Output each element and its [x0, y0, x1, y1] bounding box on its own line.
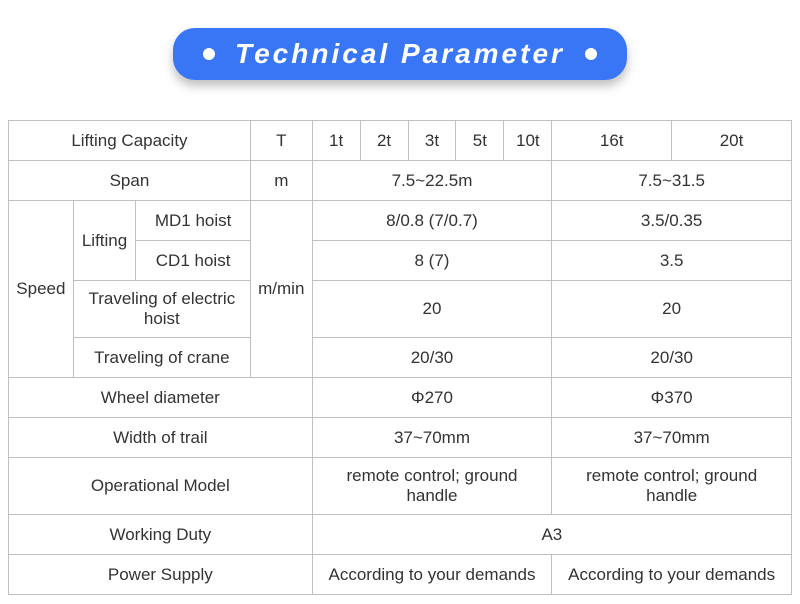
cell-md1-b: 3.5/0.35 — [552, 201, 792, 241]
cell-unit: T — [250, 121, 312, 161]
cell-cap: 1t — [312, 121, 360, 161]
cell-cd1-label: CD1 hoist — [136, 241, 251, 281]
table-row: Lifting Capacity T 1t 2t 3t 5t 10t 16t 2… — [9, 121, 792, 161]
cell-md1-a: 8/0.8 (7/0.7) — [312, 201, 552, 241]
table-row: Working Duty A3 — [9, 515, 792, 555]
cell-power-b: According to your demands — [552, 555, 792, 595]
cell-span-a: 7.5~22.5m — [312, 161, 552, 201]
cell-travcrane-a: 20/30 — [312, 338, 552, 378]
banner-title: Technical Parameter — [235, 38, 565, 70]
cell-travhoist-a: 20 — [312, 281, 552, 338]
table-row: Speed Lifting MD1 hoist m/min 8/0.8 (7/0… — [9, 201, 792, 241]
cell-power-label: Power Supply — [9, 555, 313, 595]
cell-lifting-capacity: Lifting Capacity — [9, 121, 251, 161]
cell-width-a: 37~70mm — [312, 418, 552, 458]
cell-speed-unit: m/min — [250, 201, 312, 378]
cell-cd1-b: 3.5 — [552, 241, 792, 281]
cell-power-a: According to your demands — [312, 555, 552, 595]
cell-span-unit: m — [250, 161, 312, 201]
cell-cap: 16t — [552, 121, 672, 161]
cell-duty-label: Working Duty — [9, 515, 313, 555]
cell-span-b: 7.5~31.5 — [552, 161, 792, 201]
cell-travcrane-label: Traveling of crane — [73, 338, 250, 378]
cell-opmodel-a: remote control; ground handle — [312, 458, 552, 515]
cell-opmodel-b: remote control; ground handle — [552, 458, 792, 515]
parameter-table: Lifting Capacity T 1t 2t 3t 5t 10t 16t 2… — [8, 120, 792, 595]
cell-opmodel-label: Operational Model — [9, 458, 313, 515]
table-row: Operational Model remote control; ground… — [9, 458, 792, 515]
cell-speed-label: Speed — [9, 201, 74, 378]
cell-wheel-b: Φ370 — [552, 378, 792, 418]
table-row: Traveling of crane 20/30 20/30 — [9, 338, 792, 378]
cell-travhoist-label: Traveling of electric hoist — [73, 281, 250, 338]
cell-cap: 2t — [360, 121, 408, 161]
cell-span-label: Span — [9, 161, 251, 201]
table-row: Width of trail 37~70mm 37~70mm — [9, 418, 792, 458]
cell-lifting-label: Lifting — [73, 201, 136, 281]
table-row: Wheel diameter Φ270 Φ370 — [9, 378, 792, 418]
table-row: Traveling of electric hoist 20 20 — [9, 281, 792, 338]
cell-travhoist-b: 20 — [552, 281, 792, 338]
cell-cd1-a: 8 (7) — [312, 241, 552, 281]
cell-wheel-label: Wheel diameter — [9, 378, 313, 418]
cell-cap: 5t — [456, 121, 504, 161]
table-row: Span m 7.5~22.5m 7.5~31.5 — [9, 161, 792, 201]
cell-duty-val: A3 — [312, 515, 791, 555]
cell-cap: 20t — [672, 121, 792, 161]
cell-width-b: 37~70mm — [552, 418, 792, 458]
table-row: Power Supply According to your demands A… — [9, 555, 792, 595]
cell-travcrane-b: 20/30 — [552, 338, 792, 378]
cell-wheel-a: Φ270 — [312, 378, 552, 418]
dot-icon — [585, 48, 597, 60]
cell-width-label: Width of trail — [9, 418, 313, 458]
banner-container: Technical Parameter — [0, 0, 800, 120]
cell-md1-label: MD1 hoist — [136, 201, 251, 241]
cell-cap: 10t — [504, 121, 552, 161]
cell-cap: 3t — [408, 121, 456, 161]
title-banner: Technical Parameter — [173, 28, 627, 80]
dot-icon — [203, 48, 215, 60]
